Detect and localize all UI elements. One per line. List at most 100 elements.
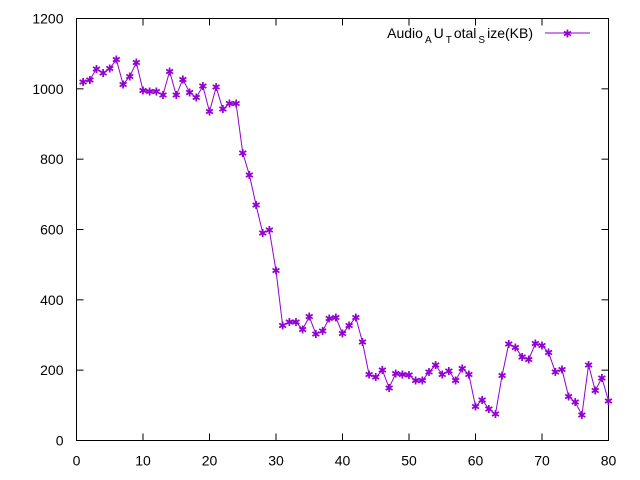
data-point: ✱ [198,80,207,93]
data-point: ✱ [158,89,167,102]
x-tick-label: 10 [135,453,151,469]
data-point: ✱ [271,265,280,278]
y-tick-label: 0 [56,433,64,449]
data-point: ✱ [364,369,373,382]
data-point: ✱ [591,385,600,398]
data-point: ✱ [418,375,427,388]
data-point: ✱ [497,369,506,382]
data-point: ✱ [125,71,134,84]
data-point: ✱ [318,325,327,338]
data-point: ✱ [564,391,573,404]
data-point: ✱ [345,320,354,333]
y-tick-label: 200 [40,362,64,378]
data-point: ✱ [444,365,453,378]
data-point: ✱ [331,311,340,324]
y-axis: 0 200 400 600 800 1000 1200 [32,11,609,449]
data-point: ✱ [464,368,473,381]
data-point: ✱ [398,368,407,381]
data-point: ✱ [557,363,566,376]
x-axis: 0 10 20 30 40 50 60 70 80 [73,18,617,469]
data-point: ✱ [212,81,221,94]
data-point: ✱ [484,403,493,416]
data-point: ✱ [285,316,294,329]
data-point: ✱ [325,312,334,325]
data-point: ✱ [145,85,154,98]
data-point: ✱ [491,408,500,421]
data-point: ✱ [571,396,580,409]
data-point: ✱ [245,169,254,182]
data-point: ✱ [132,56,141,69]
x-tick-label: 40 [335,453,351,469]
series-line [83,58,609,417]
data-point: ✱ [265,224,274,237]
data-point: ✱ [471,400,480,413]
data-point: ✱ [98,67,107,80]
data-point: ✱ [358,336,367,349]
x-tick-label: 30 [268,453,284,469]
data-point: ✱ [192,92,201,105]
data-point: ✱ [544,347,553,360]
data-point: ✱ [517,351,526,364]
data-point: ✱ [577,409,586,422]
data-point: ✱ [384,382,393,395]
data-point: ✱ [551,366,560,379]
data-point: ✱ [218,103,227,116]
data-point: ✱ [112,54,121,67]
data-point: ✱ [338,328,347,341]
data-point: ✱ [258,227,267,240]
data-point: ✱ [391,368,400,381]
data-point: ✱ [165,65,174,78]
data-point: ✱ [371,371,380,384]
plot-frame [76,18,609,441]
data-point: ✱ [424,366,433,379]
x-tick-label: 20 [202,453,218,469]
data-point: ✱ [584,359,593,372]
data-point: ✱ [451,375,460,388]
data-point: ✱ [79,76,88,89]
data-point: ✱ [597,372,606,385]
data-point: ✱ [411,375,420,388]
legend-marker: ✱ [563,28,572,41]
data-point: ✱ [305,311,314,324]
data-point: ✱ [478,394,487,407]
y-tick-label: 1200 [32,11,63,27]
data-point: ✱ [504,338,513,351]
data-point: ✱ [458,362,467,375]
data-point: ✱ [178,73,187,86]
data-point: ✱ [138,85,147,98]
data-point: ✱ [185,86,194,99]
data-point: ✱ [298,323,307,336]
y-tick-label: 600 [40,222,64,238]
series-layer: ✱✱✱✱✱✱✱✱✱✱✱✱✱✱✱✱✱✱✱✱✱✱✱✱✱✱✱✱✱✱✱✱✱✱✱✱✱✱✱✱… [79,54,614,422]
y-tick-label: 1000 [32,81,63,97]
data-point: ✱ [251,199,260,212]
data-point: ✱ [238,147,247,160]
data-point: ✱ [378,364,387,377]
data-point: ✱ [225,98,234,111]
data-point: ✱ [85,74,94,87]
x-tick-label: 70 [534,453,550,469]
data-point: ✱ [604,395,613,408]
data-point: ✱ [438,368,447,381]
data-point: ✱ [511,341,520,354]
data-point: ✱ [172,89,181,102]
data-point: ✱ [152,85,161,98]
data-point: ✱ [92,63,101,76]
data-point: ✱ [537,340,546,353]
data-point: ✱ [524,354,533,367]
x-tick-label: 60 [468,453,484,469]
data-point: ✱ [118,78,127,91]
data-point: ✱ [431,359,440,372]
data-point: ✱ [278,320,287,333]
data-point: ✱ [231,98,240,111]
x-tick-label: 50 [401,453,417,469]
y-tick-label: 400 [40,292,64,308]
data-point: ✱ [105,62,114,75]
data-point: ✱ [531,337,540,350]
data-point: ✱ [291,316,300,329]
x-tick-label: 80 [601,453,617,469]
data-point: ✱ [404,369,413,382]
